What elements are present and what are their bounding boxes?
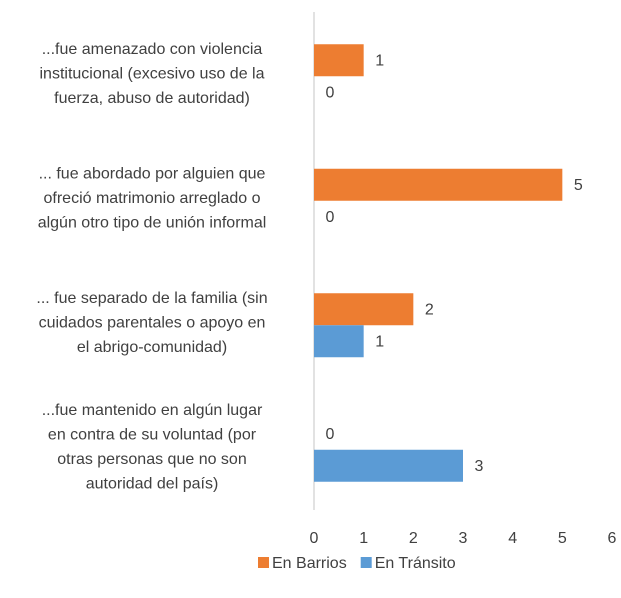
bar xyxy=(314,449,463,482)
x-tick-label: 3 xyxy=(459,530,468,547)
x-tick-label: 2 xyxy=(409,530,418,547)
bar xyxy=(314,293,414,326)
value-label: 0 xyxy=(326,209,335,226)
x-tick-label: 0 xyxy=(310,530,319,547)
legend-label: En Tránsito xyxy=(375,555,456,572)
value-label: 3 xyxy=(475,458,484,475)
category-label: el abrigo-comunidad) xyxy=(77,339,227,356)
category-label: cuidados parentales o apoyo en xyxy=(39,314,266,331)
x-tick-label: 6 xyxy=(608,530,617,547)
category-label: fuerza, abuso de autoridad) xyxy=(54,90,250,107)
value-label: 1 xyxy=(375,333,384,350)
category-label: ...fue amenazado con violencia xyxy=(42,41,263,58)
bar xyxy=(314,325,364,358)
value-label: 0 xyxy=(326,84,335,101)
legend-label: En Barrios xyxy=(272,555,347,572)
value-label: 0 xyxy=(326,426,335,443)
value-label: 1 xyxy=(375,52,384,69)
x-tick-label: 5 xyxy=(558,530,567,547)
legend-swatch xyxy=(360,557,372,568)
value-label: 5 xyxy=(574,177,583,194)
category-label: en contra de su voluntad (por xyxy=(48,427,257,444)
x-tick-label: 4 xyxy=(508,530,517,547)
category-label: algún otro tipo de unión informal xyxy=(38,214,267,231)
legend-swatch xyxy=(258,557,269,568)
category-label: ...fue mantenido en algún lugar xyxy=(42,402,263,419)
category-label: ... fue abordado por alguien que xyxy=(39,165,266,182)
category-label: otras personas que no son xyxy=(57,451,246,468)
category-label: ... fue separado de la familia (sin xyxy=(36,290,267,307)
x-tick-label: 1 xyxy=(359,530,368,547)
category-label: ofreció matrimonio arreglado o xyxy=(44,190,261,207)
bar xyxy=(314,168,563,201)
value-label: 2 xyxy=(425,301,434,318)
category-label: autoridad del país) xyxy=(86,476,219,493)
bar xyxy=(314,44,364,77)
category-label: institucional (excesivo uso de la xyxy=(39,65,264,82)
